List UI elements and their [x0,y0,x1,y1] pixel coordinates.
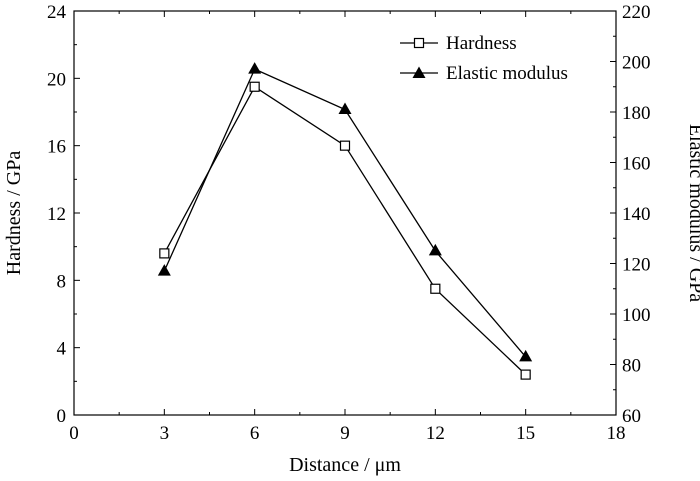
y-left-tick-label: 24 [47,2,67,23]
x-tick-label: 9 [340,423,350,444]
legend-marker-elastic-modulus [412,66,426,78]
x-tick-label: 6 [250,423,260,444]
y-left-tick-label: 0 [57,406,67,427]
data-point-hardness [249,81,260,92]
legend-label-hardness: Hardness [446,33,517,54]
x-tick-label: 15 [516,423,535,444]
y-right-tick-label: 220 [622,2,651,23]
x-tick-label: 18 [607,423,626,444]
data-point-hardness [520,369,531,380]
x-tick-label: 0 [69,423,79,444]
y-right-tick-label: 140 [622,204,651,225]
legend: Hardness Elastic modulus [400,33,568,84]
y-left-tick-label: 16 [47,137,66,158]
data-point-elastic-modulus [519,349,533,362]
tick-labels: 0 3 6 9 12 15 18048121620246080100120140160180… [47,2,651,444]
data-point-hardness [159,248,170,259]
legend-label-elastic-modulus: Elastic modulus [446,63,568,84]
y-right-tick-label: 100 [622,305,651,326]
y-axis-left-label: Hardness / GPa [3,151,25,276]
x-axis-label: Distance / μm [289,454,401,476]
data-point-elastic-modulus [428,243,442,256]
y-left-tick-label: 20 [47,69,66,90]
y-right-tick-label: 60 [622,406,641,427]
y-right-tick-label: 200 [622,53,651,74]
data-point-elastic-modulus [338,102,352,114]
data-point-hardness [339,140,351,151]
y-right-tick-label: 80 [622,356,641,377]
series-line-hardness [163,85,527,376]
y-right-tick-label: 160 [622,154,651,175]
data-point-hardness [430,283,441,294]
x-tick-label: 12 [426,423,445,444]
y-left-tick-label: 12 [47,204,66,225]
series-layer [157,62,533,380]
y-left-tick-label: 4 [57,339,67,360]
data-point-elastic-modulus [157,264,171,276]
y-axis-right-label: Elastic modulus / GPa [685,124,700,302]
x-tick-label: 3 [160,423,170,444]
axis-ticks [73,10,617,416]
y-right-tick-label: 180 [622,103,651,124]
y-left-tick-label: 8 [57,271,67,292]
y-right-tick-label: 120 [622,255,651,276]
legend-marker-hardness [413,37,425,49]
data-point-elastic-modulus [248,62,262,74]
